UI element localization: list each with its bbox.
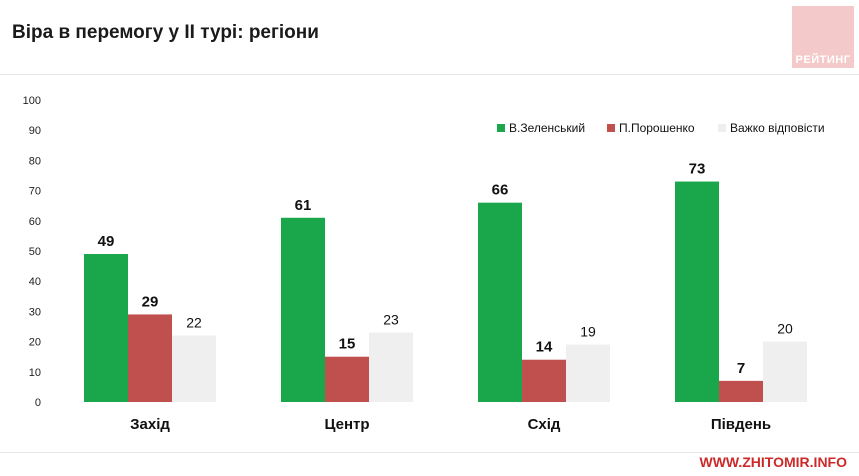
y-tick-label: 30 — [29, 306, 41, 318]
data-label: 66 — [492, 182, 509, 199]
bar-zelensky — [281, 217, 325, 402]
data-label: 7 — [737, 360, 745, 377]
data-label: 14 — [536, 339, 553, 356]
data-label: 49 — [98, 233, 115, 250]
data-label: 22 — [186, 315, 202, 331]
legend-label: Важко відповісти — [730, 121, 825, 135]
y-tick-label: 40 — [29, 276, 41, 288]
data-label: 23 — [383, 312, 399, 328]
y-tick-label: 90 — [29, 125, 41, 137]
legend-label: В.Зеленський — [509, 121, 585, 135]
data-label: 15 — [339, 336, 356, 353]
top-divider — [0, 74, 859, 75]
y-tick-label: 70 — [29, 186, 41, 198]
data-label: 29 — [142, 293, 159, 310]
bar-hard — [763, 341, 807, 402]
data-label: 73 — [689, 161, 706, 178]
bar-hard — [566, 344, 610, 402]
bar-hard — [369, 332, 413, 402]
y-tick-label: 100 — [23, 95, 41, 107]
page-title: Віра в перемогу у ІІ турі: регіони — [12, 22, 319, 43]
y-tick-label: 20 — [29, 337, 41, 349]
y-tick-label: 10 — [29, 367, 41, 379]
bar-zelensky — [675, 181, 719, 402]
bar-poroshenko — [325, 356, 369, 402]
x-category-label: Схід — [528, 416, 561, 433]
x-category-label: Центр — [324, 416, 369, 433]
legend-label: П.Порошенко — [619, 121, 695, 135]
legend-swatch-poroshenko — [607, 124, 615, 132]
rating-logo: РЕЙТИНГ — [792, 6, 854, 68]
bar-poroshenko — [719, 380, 763, 402]
watermark: WWW.ZHITOMIR.INFO — [699, 454, 848, 470]
legend-swatch-hard — [718, 124, 726, 132]
data-label: 20 — [777, 321, 793, 337]
bar-poroshenko — [522, 359, 566, 402]
bar-zelensky — [84, 254, 128, 402]
data-label: 19 — [580, 324, 596, 340]
bar-hard — [172, 335, 216, 402]
logo-text: РЕЙТИНГ — [795, 54, 851, 66]
x-category-label: Захід — [130, 416, 170, 433]
y-tick-label: 0 — [35, 397, 41, 409]
bar-zelensky — [478, 202, 522, 402]
y-tick-label: 50 — [29, 246, 41, 258]
bar-poroshenko — [128, 314, 172, 402]
bottom-divider — [0, 452, 859, 453]
legend-swatch-zelensky — [497, 124, 505, 132]
y-tick-label: 80 — [29, 155, 41, 167]
data-label: 61 — [295, 197, 312, 214]
x-category-label: Південь — [711, 416, 771, 433]
y-tick-label: 60 — [29, 216, 41, 228]
